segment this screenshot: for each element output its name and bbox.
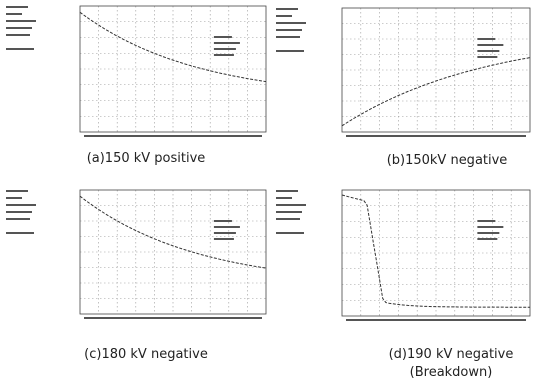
scope-info <box>276 8 526 137</box>
caption: (c)180 kV negative <box>84 347 208 362</box>
info-text-line <box>276 197 292 199</box>
scope-info <box>6 190 262 319</box>
info-text-line <box>276 8 298 10</box>
status-text-line <box>84 135 262 137</box>
caption: (b)150kV negative <box>387 153 508 168</box>
info-text-line <box>6 211 32 213</box>
caption: (a)150 kV positive <box>87 151 206 166</box>
info-text-line <box>214 42 240 44</box>
info-text-line <box>477 232 499 234</box>
info-text-line <box>477 44 503 46</box>
status-text-line <box>346 135 526 137</box>
waveform <box>342 58 530 126</box>
info-text-line <box>276 36 300 38</box>
caption: (d)190 kV negative <box>389 347 514 362</box>
info-text-line <box>6 13 22 15</box>
scope-grid <box>342 190 530 316</box>
info-text-line <box>214 36 232 38</box>
scope-grid <box>342 8 530 132</box>
info-text-line <box>477 238 497 240</box>
info-text-line <box>276 232 304 234</box>
info-text-line <box>6 190 28 192</box>
info-text-line <box>6 204 36 206</box>
info-text-line <box>276 204 306 206</box>
figure: (a)150 kV positive (b)150kV negative (c)… <box>0 0 535 384</box>
scope-grid <box>80 190 266 314</box>
info-text-line <box>477 220 495 222</box>
info-text-line <box>477 226 503 228</box>
status-text-line <box>346 319 526 321</box>
scope-info <box>6 6 262 137</box>
info-text-line <box>214 226 240 228</box>
info-text-line <box>214 48 236 50</box>
info-text-line <box>276 190 298 192</box>
info-text-line <box>214 220 232 222</box>
info-text-line <box>276 50 304 52</box>
info-text-line <box>276 15 292 17</box>
info-text-line <box>276 218 300 220</box>
scope-info <box>276 190 526 321</box>
info-text-line <box>6 34 30 36</box>
info-text-line <box>6 218 30 220</box>
info-text-line <box>214 232 236 234</box>
info-text-line <box>276 211 302 213</box>
info-text-line <box>276 22 306 24</box>
info-text-line <box>6 48 34 50</box>
info-text-line <box>6 20 36 22</box>
info-text-line <box>6 197 22 199</box>
info-text-line <box>6 27 32 29</box>
info-text-line <box>6 232 34 234</box>
caption: (Breakdown) <box>410 365 493 380</box>
info-text-line <box>214 54 234 56</box>
info-text-line <box>6 6 28 8</box>
scope-grid <box>80 6 266 132</box>
status-text-line <box>84 317 262 319</box>
info-text-line <box>276 29 302 31</box>
info-text-line <box>477 56 497 58</box>
info-text-line <box>477 50 499 52</box>
info-text-line <box>477 38 495 40</box>
info-text-line <box>214 238 234 240</box>
